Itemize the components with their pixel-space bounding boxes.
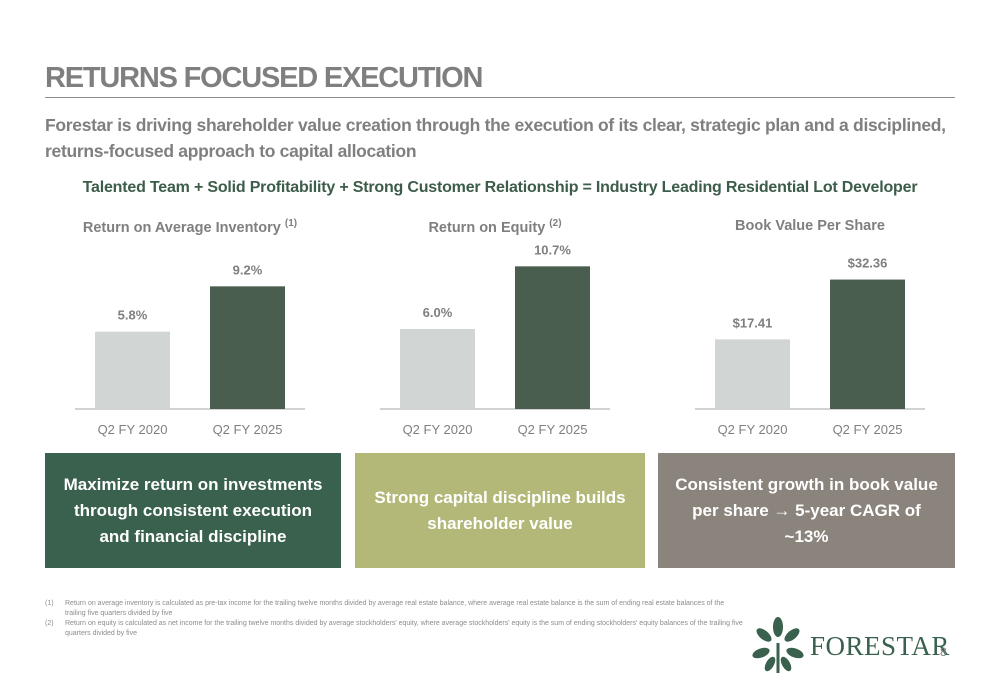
tagline: Talented Team + Solid Profitability + St… — [82, 179, 918, 196]
page-title: RETURNS FOCUSED EXECUTION — [45, 62, 483, 94]
data-label-q2-fy-2020: 5.8% — [118, 308, 148, 323]
footnote-text: Return on equity is calculated as net in… — [65, 620, 743, 637]
callout-box-returns: Maximize return on investments through c… — [45, 453, 341, 568]
footnote-text: Return on average inventory is calculate… — [65, 600, 725, 617]
bar-chart-svg: $17.41 Q2 FY 2020 $32.36 Q2 FY 2025 — [695, 256, 925, 437]
leaf-cluster-icon — [752, 617, 804, 673]
bar-chart-svg: 6.0% Q2 FY 2020 10.7% Q2 FY 2025 — [380, 242, 610, 437]
bar-q2-fy-2025 — [210, 286, 285, 409]
chart-title: Return on Average Inventory (1) — [82, 218, 298, 236]
chart-return-on-average-inventory: Return on Average Inventory (1) 5.8% Q2 F… — [70, 218, 310, 448]
chart-title: Return on Equity (2) — [428, 218, 562, 236]
footnote-ref: (2) — [549, 218, 562, 229]
bar-q2-fy-2020 — [715, 339, 790, 409]
tick-label-q2-fy-2020: Q2 FY 2020 — [98, 422, 168, 437]
title-divider — [45, 97, 955, 98]
footnote-1: (1) Return on average inventory is calcu… — [45, 599, 745, 619]
tick-label-q2-fy-2025: Q2 FY 2025 — [213, 422, 283, 437]
data-label-q2-fy-2020: $17.41 — [733, 315, 773, 330]
tick-label-q2-fy-2020: Q2 FY 2020 — [718, 422, 788, 437]
forestar-logo: FORESTAR — [752, 617, 949, 677]
callout-box-capital-discipline: Strong capital discipline builds shareho… — [355, 453, 645, 568]
footnote-2: (2) Return on equity is calculated as ne… — [45, 619, 745, 639]
bar-q2-fy-2025 — [515, 266, 590, 409]
footnote-number: (2) — [45, 620, 54, 627]
chart-title: Book Value Per Share — [735, 218, 885, 234]
chart-book-value-per-share: Book Value Per Share $17.41 Q2 FY 2020 $32… — [690, 218, 930, 448]
tick-label-q2-fy-2025: Q2 FY 2025 — [833, 422, 903, 437]
data-label-q2-fy-2025: $32.36 — [848, 256, 888, 271]
data-label-q2-fy-2020: 6.0% — [423, 305, 453, 320]
footnote-number: (1) — [45, 600, 54, 607]
footnote-ref: (1) — [284, 218, 298, 229]
chart-return-on-equity: Return on Equity (2) 6.0% Q2 FY 2020 10.7%… — [375, 218, 615, 448]
data-label-q2-fy-2025: 10.7% — [534, 242, 571, 257]
tick-label-q2-fy-2025: Q2 FY 2025 — [518, 422, 588, 437]
bar-chart-svg: 5.8% Q2 FY 2020 9.2% Q2 FY 2025 — [75, 262, 305, 437]
footnotes: (1) Return on average inventory is calcu… — [45, 599, 745, 639]
bar-q2-fy-2020 — [400, 329, 475, 409]
data-label-q2-fy-2025: 9.2% — [233, 262, 263, 277]
bar-q2-fy-2020 — [95, 331, 170, 409]
callout-box-book-value: Consistent growth in book value per shar… — [658, 453, 955, 568]
tick-label-q2-fy-2020: Q2 FY 2020 — [403, 422, 473, 437]
logo-wordmark: FORESTAR — [810, 631, 950, 661]
bar-q2-fy-2025 — [830, 279, 905, 409]
page-subtitle: Forestar is driving shareholder value cr… — [45, 115, 946, 161]
page-number: 8 — [940, 645, 947, 659]
